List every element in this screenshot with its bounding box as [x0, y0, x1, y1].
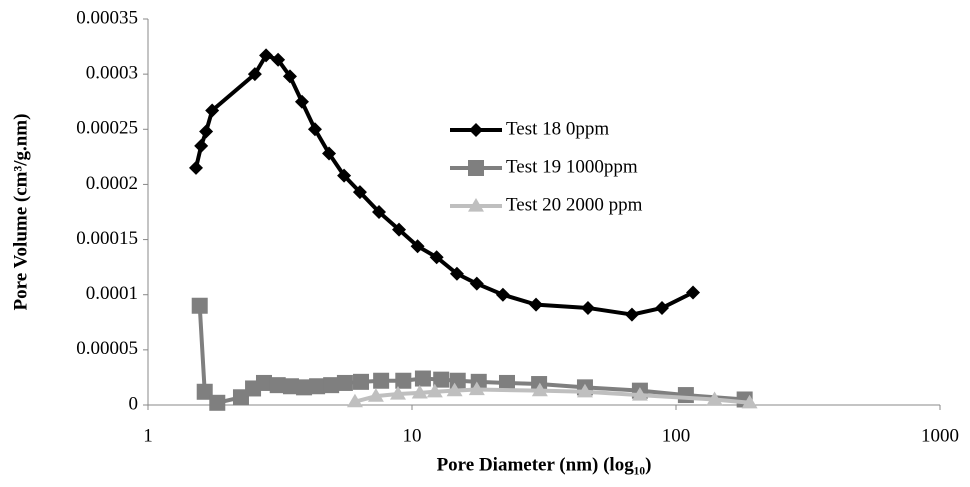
marker-square — [395, 372, 412, 389]
marker-square — [498, 374, 515, 391]
marker-square — [414, 370, 431, 387]
marker-diamond — [205, 103, 220, 118]
x-tick-label: 1000 — [921, 425, 959, 446]
marker-triangle — [576, 383, 593, 398]
marker-diamond — [624, 307, 639, 322]
marker-square — [269, 377, 286, 394]
marker-square — [309, 378, 326, 395]
marker-diamond — [247, 67, 262, 82]
marker-square — [323, 377, 340, 394]
marker-square — [677, 387, 694, 404]
marker-diamond — [189, 160, 204, 175]
marker-square — [433, 371, 450, 388]
marker-diamond — [322, 146, 337, 161]
marker-square — [191, 297, 208, 314]
marker-diamond — [392, 222, 407, 237]
x-axis-label: Pore Diameter (nm) (log₁₀) — [437, 454, 652, 475]
marker-square — [232, 389, 249, 406]
marker-diamond — [429, 250, 444, 265]
y-axis-label: Pore Volume (cm³/g.nm) — [10, 114, 31, 311]
legend-label: Test 19 1000ppm — [506, 156, 638, 177]
marker-triangle — [389, 385, 406, 400]
marker-diamond — [654, 300, 669, 315]
legend-marker — [468, 160, 484, 176]
marker-square — [296, 379, 313, 396]
marker-triangle — [411, 384, 428, 399]
marker-triangle — [468, 381, 485, 396]
y-tick-label: 0 — [129, 393, 139, 414]
y-tick-label: 0.00015 — [76, 228, 138, 249]
x-tick-label: 1 — [143, 425, 153, 446]
marker-triangle — [531, 382, 548, 397]
marker-diamond — [410, 239, 425, 254]
marker-square — [282, 378, 299, 395]
marker-triangle — [631, 387, 648, 401]
marker-diamond — [307, 122, 322, 137]
marker-diamond — [271, 52, 286, 67]
marker-diamond — [495, 287, 510, 302]
marker-diamond — [580, 300, 595, 315]
marker-square — [336, 374, 353, 391]
y-tick-label: 0.00035 — [76, 7, 138, 28]
x-tick-label: 100 — [662, 425, 691, 446]
y-tick-label: 0.00005 — [76, 338, 138, 359]
marker-square — [209, 394, 226, 411]
marker-diamond — [469, 276, 484, 291]
marker-square — [353, 373, 370, 390]
marker-diamond — [372, 205, 387, 219]
marker-square — [196, 383, 213, 400]
marker-diamond — [337, 168, 352, 183]
marker-diamond — [194, 138, 209, 153]
marker-diamond — [199, 124, 214, 139]
marker-diamond — [282, 69, 297, 84]
marker-diamond — [449, 266, 464, 281]
marker-diamond — [529, 297, 544, 312]
marker-triangle — [706, 391, 723, 406]
legend-marker — [468, 198, 484, 212]
marker-diamond — [352, 185, 367, 200]
legend-label: Test 18 0ppm — [506, 118, 609, 139]
x-tick-label: 10 — [403, 425, 422, 446]
marker-triangle — [346, 393, 363, 408]
y-tick-label: 0.0002 — [86, 173, 138, 194]
marker-triangle — [426, 383, 443, 398]
marker-square — [449, 372, 466, 389]
marker-diamond — [686, 285, 701, 300]
y-tick-label: 0.00025 — [76, 118, 138, 139]
marker-triangle — [741, 394, 758, 409]
y-tick-label: 0.0001 — [86, 283, 138, 304]
series-line — [194, 53, 694, 317]
marker-triangle — [367, 388, 384, 402]
marker-square — [373, 372, 390, 389]
marker-diamond — [294, 94, 309, 109]
marker-diamond — [259, 48, 274, 63]
marker-square — [255, 374, 272, 391]
legend-marker — [469, 123, 483, 137]
legend-label: Test 20 2000 ppm — [506, 194, 643, 215]
marker-triangle — [446, 382, 463, 397]
y-tick-label: 0.0003 — [86, 63, 138, 84]
